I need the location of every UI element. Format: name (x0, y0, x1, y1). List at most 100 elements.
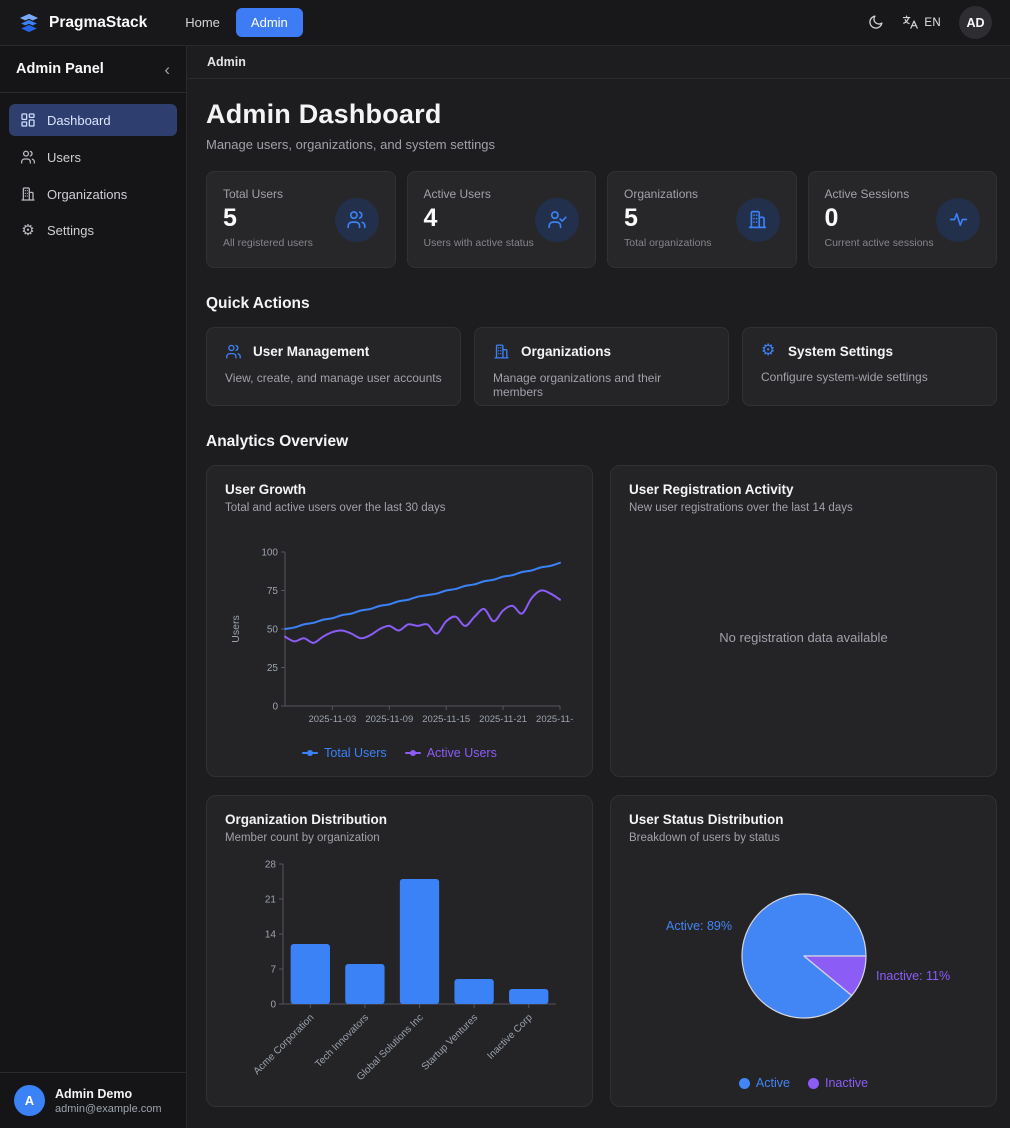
building-icon (20, 186, 36, 202)
brand[interactable]: PragmaStack (18, 12, 147, 34)
quick-action-system-settings[interactable]: ⚙ System Settings Configure system-wide … (742, 327, 997, 406)
navbar-actions: EN AD (867, 6, 992, 39)
page-subtitle: Manage users, organizations, and system … (206, 137, 496, 152)
quick-action-organizations[interactable]: Organizations Manage organizations and t… (474, 327, 729, 406)
language-label: EN (924, 16, 941, 29)
org-distribution-chart: 0 7 14 21 28 Acme Corporation Tech Innovators G… (225, 844, 574, 1090)
stat-label: Organizations (624, 187, 699, 201)
stat-description: Users with active status (423, 237, 534, 249)
legend-label: Total Users (324, 746, 387, 760)
stat-value: 4 (423, 204, 438, 232)
user-check-icon (535, 197, 579, 242)
breadcrumb-bar: Admin (187, 46, 1010, 79)
activity-icon (936, 197, 980, 242)
svg-text:Tech Innovators: Tech Innovators (313, 1012, 371, 1070)
svg-text:2025-11-03: 2025-11-03 (308, 714, 356, 725)
svg-text:2025-11-15: 2025-11-15 (422, 714, 470, 725)
sidebar-user-email: admin@example.com (55, 1102, 162, 1115)
stat-card-active-sessions: Active Sessions 0 Current active session… (807, 171, 997, 268)
avatar: A (14, 1085, 45, 1116)
chart-title: Organization Distribution (225, 812, 387, 827)
svg-text:Inactive Corp: Inactive Corp (485, 1012, 535, 1062)
user-status-card: User Status Distribution Breakdown of us… (610, 795, 997, 1107)
svg-text:2025-11-21: 2025-11-21 (479, 714, 527, 725)
stat-value: 0 (824, 204, 839, 232)
sidebar-item-users[interactable]: Users (9, 141, 177, 173)
empty-chart-area: No registration data available (629, 514, 978, 760)
svg-text:0: 0 (272, 702, 278, 713)
charts-grid: User Growth Total and active users over … (206, 465, 997, 1107)
user-status-chart: Active: 89% Inactive: 11% Active Inactive (629, 844, 978, 1090)
legend-item: Active (738, 1076, 790, 1090)
sidebar-item-label: Settings (47, 223, 94, 238)
sidebar-item-label: Users (47, 149, 81, 165)
breadcrumb[interactable]: Admin (207, 55, 246, 69)
dark-mode-toggle[interactable] (867, 14, 884, 31)
user-growth-chart: 0 25 50 75 100 2025-11-03 2025-11-09 2025-11-15… (225, 514, 574, 761)
sidebar-item-settings[interactable]: ⚙ Settings (9, 215, 177, 246)
dashboard-icon (20, 112, 36, 128)
page-title: Admin Dashboard (206, 99, 442, 129)
legend-item: Total Users (302, 746, 387, 760)
sidebar-item-organizations[interactable]: Organizations (9, 178, 177, 210)
users-icon (20, 149, 36, 165)
stats-row: Total Users 5 All registered users Activ… (206, 171, 997, 268)
analytics-heading: Analytics Overview (206, 433, 349, 450)
gear-icon: ⚙ (21, 222, 35, 239)
building-icon (735, 197, 780, 242)
sidebar-item-label: Dashboard (47, 112, 111, 128)
legend-label: Inactive (824, 1076, 869, 1090)
quick-action-user-management[interactable]: User Management View, create, and manage… (206, 327, 461, 406)
svg-text:Acme Corporation: Acme Corporation (252, 1012, 317, 1077)
sidebar-nav: Dashboard Users (0, 93, 186, 262)
chart-legend: Total Users Active Users (302, 746, 497, 760)
main-area: Admin Admin Dashboard Manage users, orga… (187, 46, 1010, 1128)
sidebar-collapse-button[interactable]: ‹ (164, 59, 170, 79)
sidebar: Admin Panel ‹ Dashboard (0, 46, 187, 1128)
legend-marker (404, 750, 421, 756)
stat-card-organizations: Organizations 5 Total organizations (607, 171, 797, 268)
language-switcher[interactable]: EN (902, 14, 941, 31)
stat-value: 5 (223, 204, 237, 232)
stat-description: Current active sessions (824, 237, 934, 249)
svg-text:7: 7 (270, 965, 276, 976)
nav-link-admin[interactable]: Admin (235, 8, 303, 37)
sidebar-item-label: Organizations (47, 186, 128, 202)
legend-item: Inactive (807, 1076, 869, 1090)
nav-links: Home Admin (177, 8, 303, 37)
legend-marker (738, 1077, 750, 1089)
sidebar-user-name: Admin Demo (55, 1086, 133, 1101)
chart-subtitle: New user registrations over the last 14 … (629, 502, 853, 514)
chart-title: User Status Distribution (629, 812, 784, 827)
svg-text:2025-11-27: 2025-11-27 (536, 714, 574, 725)
stat-label: Total Users (223, 187, 284, 201)
legend-marker (807, 1077, 819, 1089)
svg-text:50: 50 (267, 625, 279, 636)
stat-card-active-users: Active Users 4 Users with active status (406, 171, 596, 268)
svg-text:Startup Ventures: Startup Ventures (420, 1012, 480, 1072)
svg-text:Inactive: 11%: Inactive: 11% (876, 969, 950, 983)
quick-action-description: Manage organizations and their members (493, 371, 662, 399)
gear-icon: ⚙ (761, 342, 776, 359)
sidebar-title: Admin Panel (16, 61, 104, 77)
svg-text:2025-11-09: 2025-11-09 (365, 714, 413, 725)
legend-marker (302, 750, 319, 756)
nav-link-home[interactable]: Home (185, 15, 220, 30)
stat-value: 5 (624, 204, 638, 232)
svg-text:100: 100 (261, 548, 278, 559)
sidebar-user-card[interactable]: A Admin Demo admin@example.com (0, 1072, 186, 1128)
sidebar-item-dashboard[interactable]: Dashboard (9, 104, 177, 136)
user-avatar[interactable]: AD (959, 6, 992, 39)
chart-legend: Active Inactive (738, 1076, 869, 1090)
legend-item: Active Users (404, 746, 497, 760)
chart-subtitle: Breakdown of users by status (629, 832, 780, 844)
stat-description: All registered users (223, 237, 313, 249)
svg-text:Active: 89%: Active: 89% (666, 919, 732, 933)
stat-label: Active Sessions (824, 187, 910, 201)
quick-action-title: Organizations (521, 344, 612, 359)
brand-name: PragmaStack (49, 13, 148, 31)
quick-action-title: User Management (253, 344, 370, 359)
svg-text:0: 0 (270, 1000, 276, 1011)
svg-text:Users: Users (230, 615, 242, 642)
stat-description: Total organizations (624, 237, 712, 249)
